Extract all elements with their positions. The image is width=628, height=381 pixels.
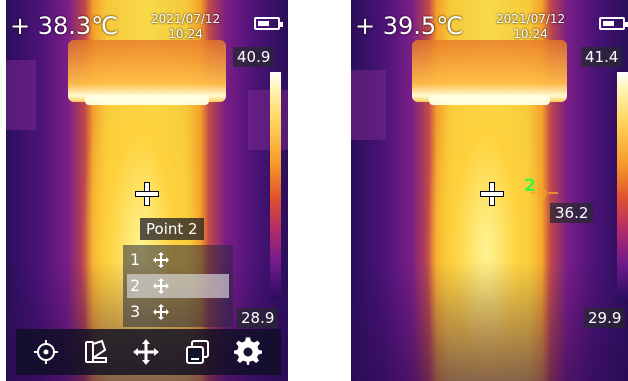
battery-icon: [599, 17, 628, 30]
battery-fill: [603, 21, 614, 26]
date-time: 2021/07/12 10:24: [496, 12, 565, 42]
target-icon[interactable]: [30, 336, 62, 368]
spot-number: 2: [524, 176, 536, 196]
time: 10:24: [168, 27, 203, 41]
date: 2021/07/12: [151, 12, 221, 26]
center-crosshair-icon: [136, 183, 158, 205]
move-icon: [153, 252, 169, 268]
scale-min: 29.9: [584, 308, 626, 328]
bottom-toolbar: [16, 329, 281, 375]
thermal-screen-left: + 38.3℃ 2021/07/12 10:24 40.9 28.9 Point…: [6, 0, 288, 381]
point-number: 1: [130, 250, 141, 269]
spot-marker-icon[interactable]: [530, 178, 558, 212]
point-number: 3: [130, 302, 141, 321]
color-scale-bar: [617, 72, 628, 300]
palette-icon[interactable]: [80, 336, 112, 368]
point-menu-item-2[interactable]: 2: [127, 274, 229, 298]
move-icon: [153, 278, 169, 294]
layers-icon[interactable]: [182, 336, 214, 368]
time: 10:24: [513, 27, 548, 41]
gear-icon[interactable]: [232, 336, 264, 368]
battery-icon: [254, 17, 283, 30]
point-menu[interactable]: 1 2 3: [123, 245, 233, 327]
center-temperature: + 38.3℃: [10, 12, 119, 40]
move-icon[interactable]: [130, 336, 162, 368]
battery-fill: [258, 21, 269, 26]
date: 2021/07/12: [496, 12, 566, 26]
color-scale-bar: [270, 72, 281, 300]
center-temperature: + 39.5℃: [355, 12, 464, 40]
center-crosshair-icon: [481, 183, 503, 205]
point-menu-item-1[interactable]: 1: [127, 248, 229, 272]
scale-max: 41.4: [581, 47, 623, 67]
point-menu-item-3[interactable]: 3: [127, 300, 229, 324]
move-icon: [153, 304, 169, 320]
point-label: Point 2: [140, 218, 204, 240]
scale-max: 40.9: [233, 47, 275, 67]
scale-min: 28.9: [237, 308, 279, 328]
spot-temperature: 36.2: [550, 203, 594, 223]
date-time: 2021/07/12 10:24: [151, 12, 220, 42]
point-number: 2: [130, 276, 141, 295]
thermal-screen-right: + 39.5℃ 2021/07/12 10:24 41.4 29.9 2 36.…: [351, 0, 628, 381]
